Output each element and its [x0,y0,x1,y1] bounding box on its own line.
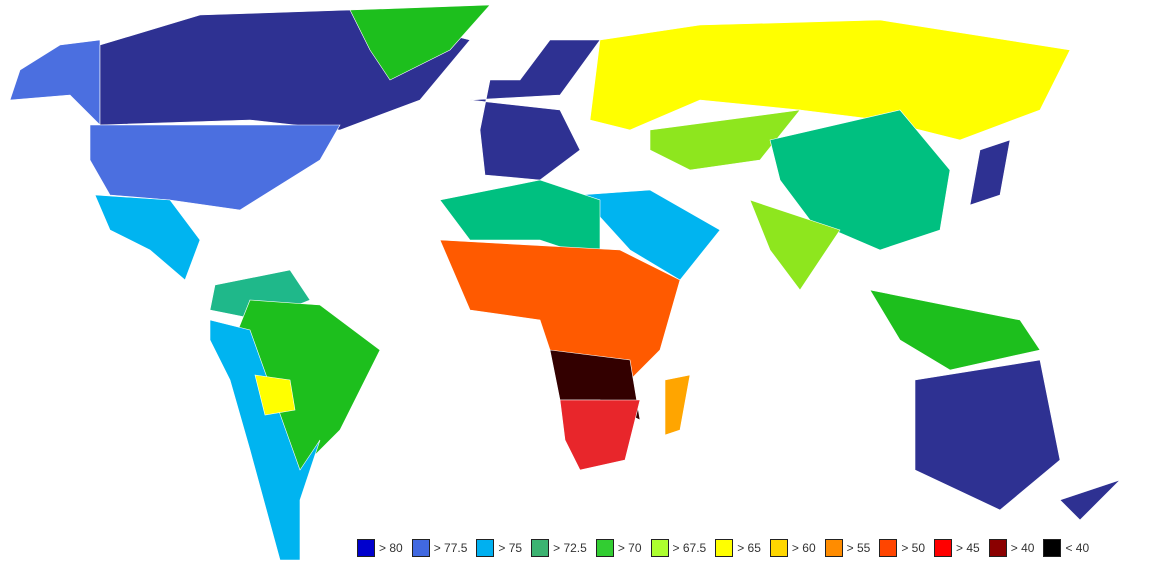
legend-item: > 40 [988,539,1035,557]
legend-swatch [357,539,375,557]
legend-label: > 50 [901,541,926,555]
legend-item: > 75 [476,539,522,557]
legend-swatch [411,539,430,557]
legend-swatch [650,539,669,557]
legend-swatch [988,539,1007,557]
russia [589,19,1071,141]
mexico [94,194,201,281]
legend-label: > 72.5 [553,541,587,555]
legend-item: > 72.5 [531,539,587,557]
legend-swatch [824,539,843,557]
legend-item: > 67.5 [650,539,707,557]
legend-item: > 55 [824,539,871,557]
legend-label: > 45 [956,541,980,555]
legend-item: > 45 [934,539,980,557]
legend-item: > 60 [769,539,816,557]
central-asia [649,109,801,171]
legend-swatch [595,539,614,557]
legend-label: > 65 [737,541,761,555]
china [769,109,951,251]
legend-item: < 40 [1043,539,1089,557]
japan [969,139,1011,206]
legend-swatch [531,539,550,557]
legend-swatch [769,539,788,557]
legend-swatch [476,539,495,557]
middle-east [579,189,721,281]
legend-label: < 40 [1065,541,1090,555]
alaska [9,39,101,126]
new-zealand [1059,479,1121,521]
legend-swatch [879,539,898,557]
legend-item: > 65 [715,539,761,557]
southern-cone [209,319,321,561]
australia [914,359,1061,511]
india [749,199,841,291]
south-africa [559,399,641,471]
legend-label: > 40 [1010,541,1035,555]
legend-item: > 77.5 [411,539,468,557]
legend-label: > 77.5 [433,541,468,555]
southeast-asia [869,289,1041,371]
bolivia [254,374,296,416]
greenland [349,4,491,81]
legend-label: > 75 [498,541,523,555]
legend-item: > 70 [595,539,642,557]
legend-label: > 60 [791,541,816,555]
legend-label: > 67.5 [672,541,707,555]
legend-label: > 70 [617,541,642,555]
legend-label: > 80 [379,541,403,555]
legend: > 80 > 77.5 > 75 > 72.5 > 70 > 67.5 > 65 > 60 > … [357,539,1098,557]
europe [469,39,601,181]
legend-swatch [934,539,953,557]
legend-swatch [715,539,734,557]
usa [89,124,341,211]
legend-label: > 55 [846,541,871,555]
madagascar [664,374,691,436]
legend-item: > 50 [879,539,925,557]
legend-swatch [1043,539,1062,557]
legend-item: > 80 [357,539,403,557]
